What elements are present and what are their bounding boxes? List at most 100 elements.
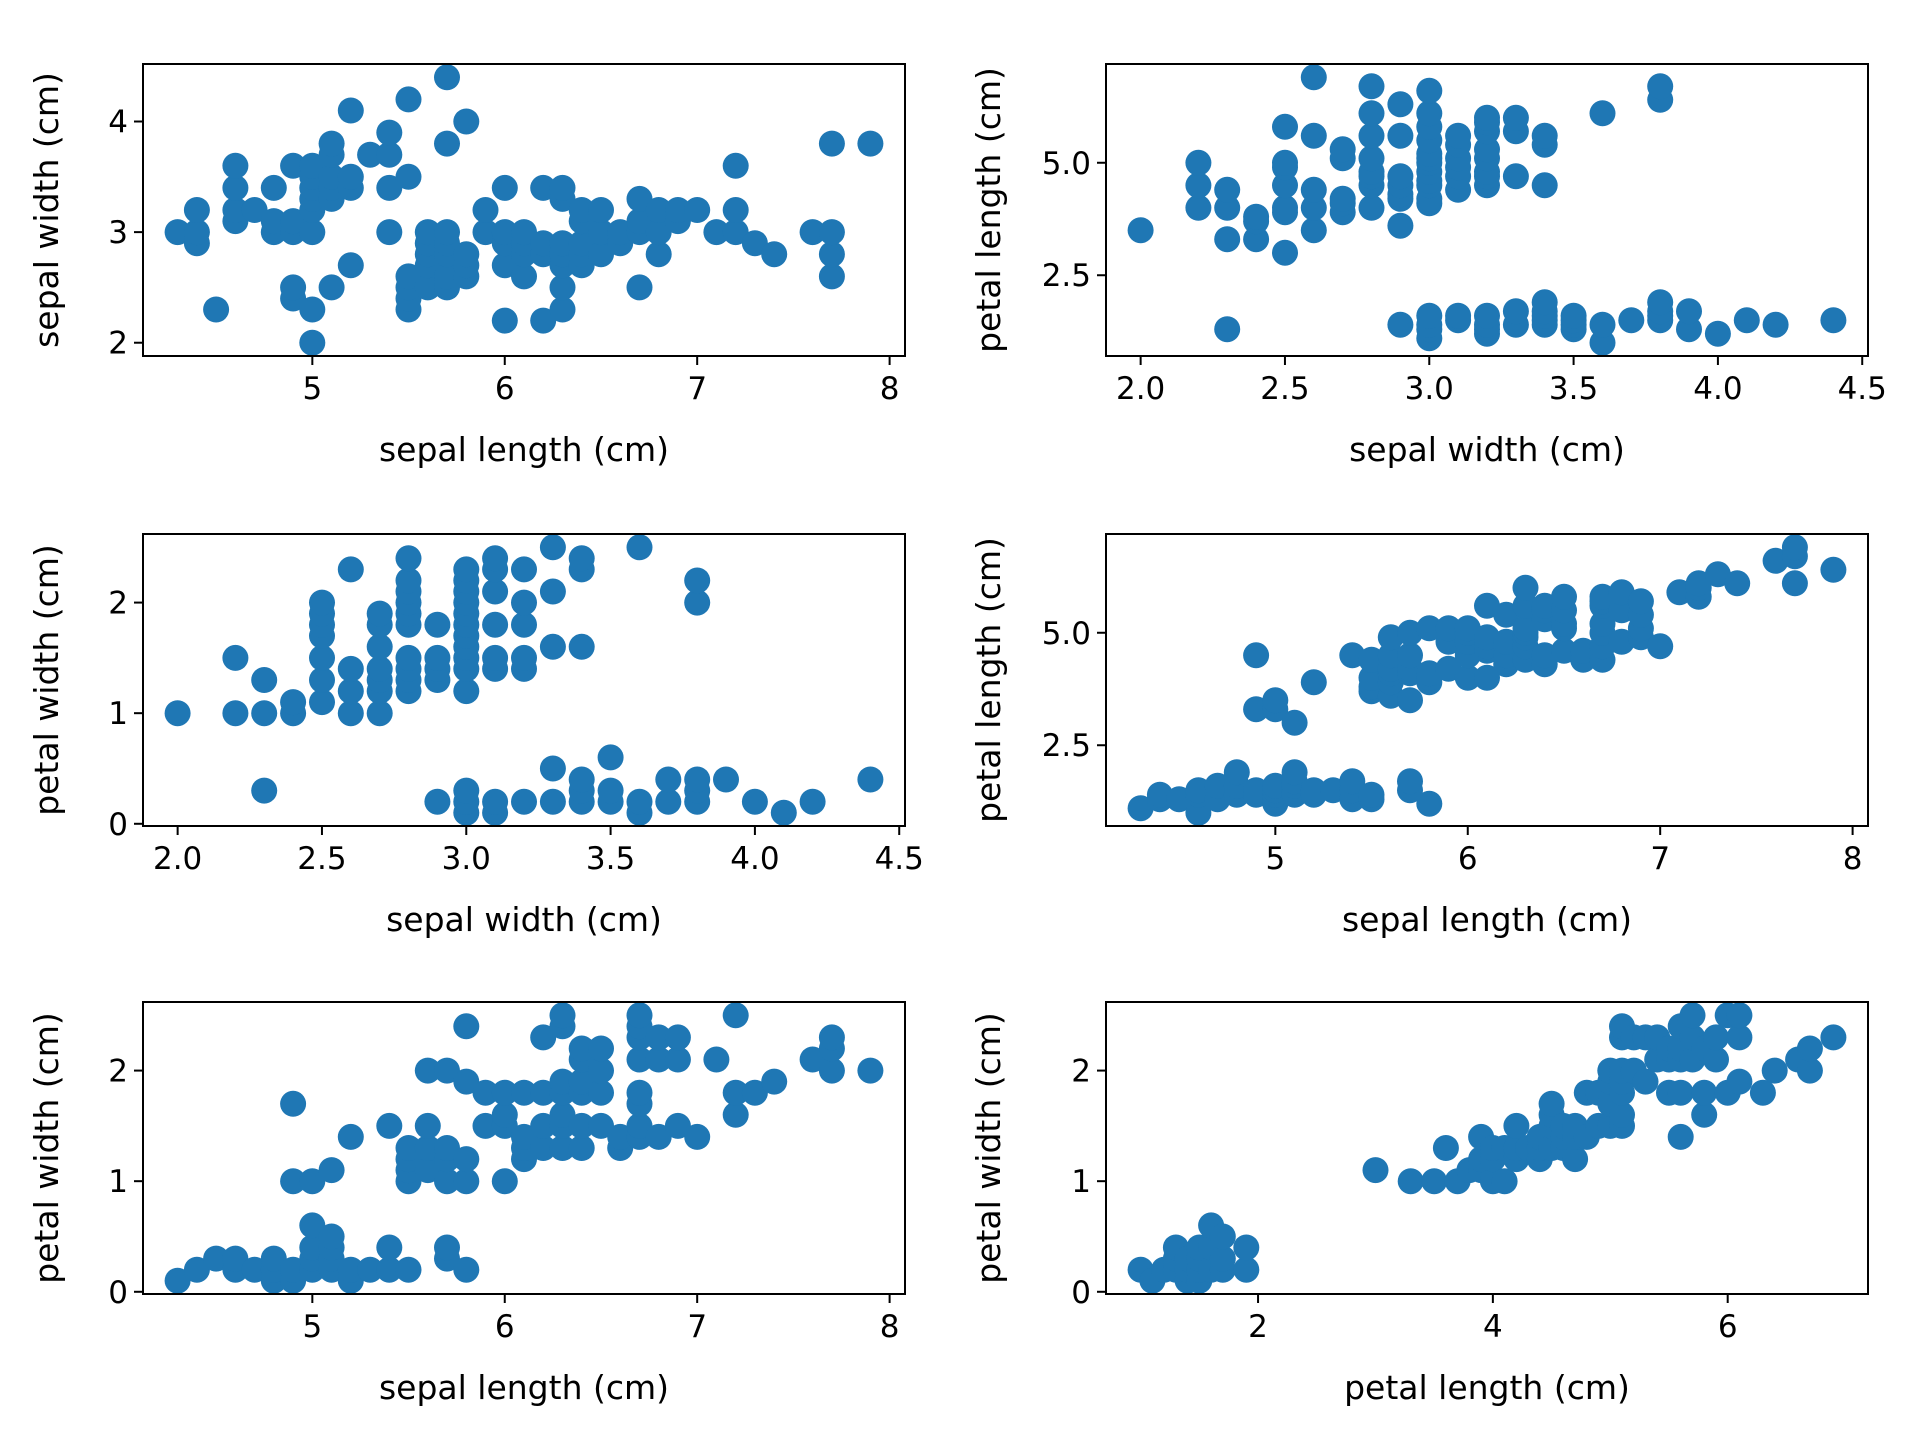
data-point	[568, 230, 595, 257]
y-axis-label: petal width (cm)	[969, 1012, 1008, 1284]
data-point	[539, 578, 566, 605]
data-point	[1474, 136, 1500, 163]
data-point	[1667, 1123, 1694, 1150]
data-point	[741, 788, 768, 815]
data-point	[1387, 91, 1414, 118]
data-point	[1647, 289, 1674, 316]
scatter-series	[1127, 1002, 1847, 1294]
data-point	[491, 219, 518, 246]
data-point	[453, 1256, 480, 1283]
data-point	[1503, 1112, 1530, 1139]
data-point	[280, 208, 307, 235]
data-point	[183, 1256, 210, 1283]
data-point	[645, 197, 672, 223]
data-point	[588, 1035, 614, 1062]
data-point	[251, 667, 278, 693]
data-point	[549, 1135, 576, 1161]
data-point	[376, 219, 403, 246]
data-point	[1796, 1035, 1823, 1062]
data-point	[645, 1123, 672, 1150]
y-tick-label: 2	[1071, 1054, 1091, 1090]
data-point	[1618, 307, 1645, 334]
scatter-series	[164, 534, 884, 826]
data-point	[1387, 163, 1414, 190]
data-point	[722, 219, 749, 246]
y-tick-label: 0	[108, 807, 128, 843]
data-point	[588, 1079, 614, 1106]
x-axis-label: sepal length (cm)	[379, 430, 669, 469]
data-point	[1358, 122, 1385, 149]
data-point	[414, 1057, 441, 1084]
data-point	[549, 230, 576, 257]
data-point	[1300, 217, 1327, 244]
data-point	[1358, 194, 1385, 221]
data-point	[1435, 655, 1462, 682]
data-point	[664, 1024, 691, 1051]
data-point	[539, 633, 566, 660]
y-tick-label: 4	[108, 105, 128, 141]
data-point	[318, 1223, 345, 1250]
x-tick-label: 7	[1650, 841, 1670, 877]
data-point	[588, 1112, 614, 1139]
data-point	[164, 1267, 191, 1294]
data-point	[1493, 601, 1520, 628]
data-point	[530, 307, 557, 334]
data-point	[684, 197, 711, 223]
data-point	[857, 130, 884, 157]
data-point	[1820, 1024, 1847, 1051]
data-point	[472, 197, 499, 223]
data-point	[222, 174, 249, 201]
data-point	[482, 611, 509, 638]
data-point	[491, 1079, 518, 1106]
data-point	[482, 545, 509, 572]
data-point	[424, 788, 451, 815]
data-point	[366, 600, 393, 627]
data-point	[1589, 100, 1616, 127]
data-point	[568, 1068, 595, 1095]
data-point	[203, 296, 230, 323]
data-point	[1502, 298, 1529, 325]
data-point	[222, 1245, 249, 1272]
data-point	[1761, 1057, 1788, 1084]
data-point	[472, 1079, 499, 1106]
data-point	[299, 296, 326, 323]
data-point	[1474, 664, 1500, 691]
data-point	[1820, 307, 1847, 334]
data-point	[1667, 1079, 1694, 1106]
axes-frame	[142, 533, 906, 827]
data-point	[568, 545, 595, 572]
data-point	[1781, 534, 1808, 561]
data-point	[588, 219, 614, 246]
data-point	[1233, 1256, 1260, 1283]
data-point	[1262, 687, 1289, 714]
data-point	[530, 174, 557, 201]
data-point	[366, 655, 393, 682]
data-point	[1397, 1168, 1424, 1195]
x-tick-label: 7	[687, 371, 707, 407]
data-point	[1416, 302, 1443, 329]
data-point	[453, 556, 480, 583]
data-point	[857, 1057, 884, 1084]
data-point	[818, 1024, 845, 1051]
data-point	[1733, 307, 1760, 334]
data-point	[414, 1157, 441, 1184]
x-axis-label: sepal length (cm)	[1342, 900, 1632, 939]
data-point	[1502, 104, 1529, 131]
data-point	[453, 1013, 480, 1040]
data-point	[1185, 194, 1212, 221]
data-point	[1185, 172, 1212, 199]
data-point	[299, 1234, 326, 1261]
data-point	[588, 1057, 614, 1084]
data-point	[1632, 1068, 1659, 1095]
data-point	[491, 252, 518, 279]
data-point	[664, 197, 691, 223]
data-point	[818, 1057, 845, 1084]
data-point	[280, 1090, 307, 1117]
data-point	[655, 788, 682, 815]
data-point	[1329, 136, 1356, 163]
data-point	[1676, 316, 1702, 343]
data-point	[1358, 145, 1385, 172]
data-point	[597, 777, 624, 804]
data-point	[799, 1046, 826, 1073]
